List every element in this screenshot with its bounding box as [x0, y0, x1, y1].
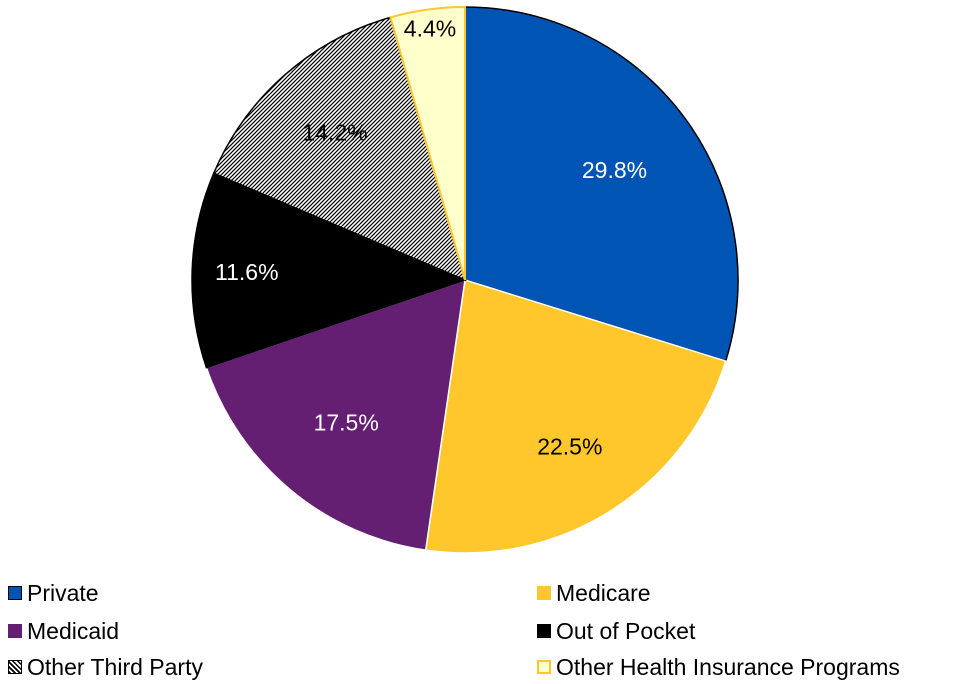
legend-label-out-of-pocket: Out of Pocket — [556, 617, 696, 644]
legend-swatch-medicaid — [8, 624, 22, 638]
legend-label-medicare: Medicare — [556, 579, 651, 606]
legend-swatch-out-of-pocket — [537, 624, 551, 638]
pie-slice-medicare — [424, 279, 727, 554]
pie-slices — [191, 5, 739, 554]
legend-label-medicaid: Medicaid — [27, 617, 120, 644]
pie-slice-other-third-party — [212, 16, 467, 282]
legend-item-other-third-party: Other Third Party — [8, 650, 203, 684]
legend-item-medicare: Medicare — [537, 576, 651, 610]
legend-label-private: Private — [27, 579, 99, 606]
legend-item-other-health-insurance-programs: Other Health Insurance Programs — [537, 650, 900, 684]
pie-slice-medicaid — [205, 278, 466, 552]
legend-swatch-private — [8, 586, 22, 600]
legend-swatch-other-third-party — [8, 660, 22, 674]
legend-item-out-of-pocket: Out of Pocket — [537, 614, 695, 648]
legend-swatch-other-health-insurance-programs — [537, 660, 551, 674]
data-label-medicaid: 17.5% — [314, 410, 379, 436]
pie-slice-out-of-pocket — [191, 172, 468, 369]
pie-slice-private — [464, 6, 739, 363]
legend-label-other-third-party: Other Third Party — [27, 653, 203, 680]
data-label-other-health-insurance-programs: 4.4% — [404, 16, 456, 42]
pie-slice-other-health-insurance-programs — [389, 5, 466, 281]
legend-item-medicaid: Medicaid — [8, 614, 119, 648]
data-label-out-of-pocket: 11.6% — [215, 259, 279, 285]
data-label-medicare: 22.5% — [537, 433, 602, 459]
data-label-other-third-party: 14.2% — [302, 120, 367, 146]
legend: Private Medicare Medicaid Out of Pocket … — [8, 576, 953, 684]
legend-label-other-health-insurance-programs: Other Health Insurance Programs — [556, 653, 900, 680]
legend-item-private: Private — [8, 576, 99, 610]
pie-data-labels: 29.8% 22.5% 17.5% 11.6% 14.2% 4.4% — [215, 16, 647, 460]
data-label-private: 29.8% — [582, 157, 647, 183]
pie-chart: 29.8% 22.5% 17.5% 11.6% 14.2% 4.4% — [191, 5, 739, 554]
legend-swatch-medicare — [537, 586, 551, 600]
